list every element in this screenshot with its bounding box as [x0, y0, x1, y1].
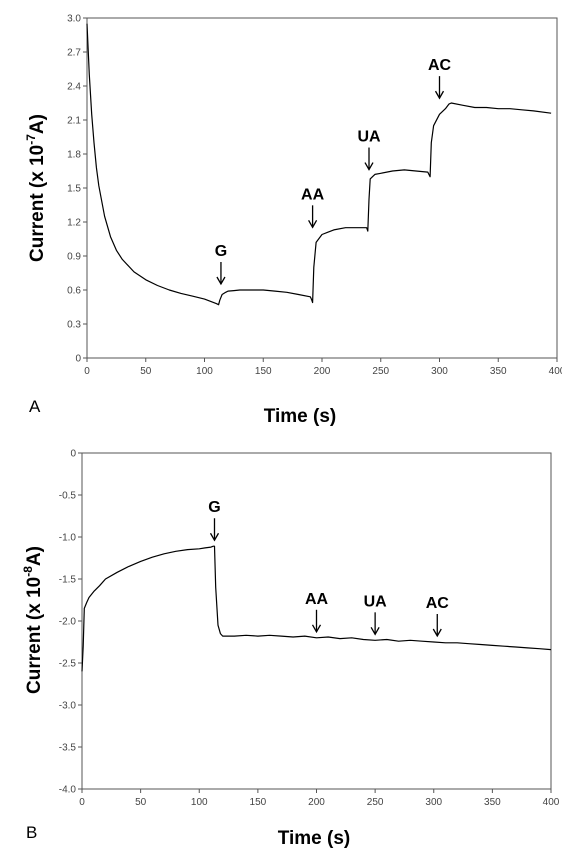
arrow-head-icon: [308, 220, 318, 229]
x-tick-label: 100: [191, 797, 208, 808]
annotation-label: AA: [305, 591, 329, 608]
y-tick-label: -1.0: [59, 533, 77, 544]
x-axis-title-b: Time (s): [278, 828, 351, 849]
annotation-label: AA: [301, 186, 325, 203]
panel-a: 0 0.3 0.6 0.9 1.2 1.5 1.8 2.1 2.4 2.7 3.0 0 50 100 15…: [24, 14, 562, 428]
series-line-b: [81, 545, 552, 672]
y-tick-label: -2.0: [59, 617, 77, 628]
y-tick-label: 2.4: [67, 82, 81, 93]
annotations-b: G AA UA AC: [208, 499, 450, 638]
x-tick-label: 200: [308, 797, 325, 808]
x-tick-label: 300: [431, 366, 448, 377]
x-tick-label: 0: [79, 797, 85, 808]
y-tick-label: 0.6: [67, 286, 81, 297]
arrow-head-icon: [432, 628, 442, 638]
x-tick-label: 300: [425, 797, 442, 808]
annotation-label: UA: [357, 129, 381, 146]
annotation-label: G: [208, 499, 220, 516]
y-tick-label: 1.8: [67, 150, 81, 161]
panel-label-a: A: [29, 397, 41, 416]
x-tick-label: 150: [255, 366, 272, 377]
series-line-a: [86, 23, 552, 306]
panel-label-b: B: [26, 823, 37, 842]
y-tick-label: 2.7: [67, 48, 81, 59]
arrow-head-icon: [311, 624, 322, 634]
panel-b: 0 -0.5 -1.0 -1.5 -2.0 -2.5 -3.0 -3.5 -4.0 0 50 100…: [21, 449, 560, 849]
y-tick-label: 0.9: [67, 252, 81, 263]
y-ticks-b: 0 -0.5 -1.0 -1.5 -2.0 -2.5 -3.0 -3.5 -4.0: [59, 449, 82, 796]
arrow-head-icon: [370, 626, 380, 636]
x-tick-label: 100: [196, 366, 213, 377]
annotation-aa: AA: [301, 186, 325, 229]
x-tick-label: 0: [84, 366, 90, 377]
x-tick-label: 350: [490, 366, 507, 377]
annotation-ua: UA: [364, 593, 388, 636]
y-tick-label: 1.2: [67, 218, 81, 229]
y-tick-label: 3.0: [67, 14, 81, 25]
y-ticks-a: 0 0.3 0.6 0.9 1.2 1.5 1.8 2.1 2.4 2.7 3.0: [67, 14, 87, 365]
x-tick-label: 250: [372, 366, 389, 377]
y-tick-label: -1.5: [59, 575, 77, 586]
x-ticks-a: 0 50 100 150 200 250 300 350 400: [84, 358, 562, 377]
annotation-label: UA: [364, 593, 388, 610]
x-tick-label: 400: [549, 366, 562, 377]
y-tick-label: -3.0: [59, 701, 77, 712]
annotation-g: G: [208, 499, 221, 542]
x-tick-label: 150: [250, 797, 267, 808]
y-axis-title-a: Current (x 10-7A): [24, 114, 48, 262]
y-tick-label: -2.5: [59, 659, 77, 670]
x-axis-title-a: Time (s): [264, 406, 337, 427]
arrow-head-icon: [209, 532, 220, 542]
y-tick-label: -0.5: [59, 491, 77, 502]
x-tick-label: 50: [135, 797, 147, 808]
arrow-head-icon: [434, 90, 445, 100]
x-tick-label: 50: [140, 366, 152, 377]
y-tick-label: 2.1: [67, 116, 81, 127]
y-tick-label: 0: [70, 449, 76, 460]
annotation-label: AC: [428, 57, 452, 74]
x-tick-label: 350: [484, 797, 501, 808]
arrow-head-icon: [364, 162, 374, 171]
annotation-label: G: [215, 243, 227, 260]
x-tick-label: 200: [314, 366, 331, 377]
x-tick-label: 400: [543, 797, 560, 808]
y-axis-title-b: Current (x 10-8A): [21, 546, 45, 694]
annotation-ua: UA: [357, 129, 381, 171]
x-tick-label: 250: [367, 797, 384, 808]
y-tick-label: 1.5: [67, 184, 81, 195]
x-ticks-b: 0 50 100 150 200 250 300 350 400: [79, 789, 560, 808]
annotation-g: G: [215, 243, 227, 286]
arrow-head-icon: [216, 276, 226, 286]
annotation-aa: AA: [305, 591, 329, 634]
annotations-a: G AA UA AC: [215, 57, 452, 286]
y-tick-label: -4.0: [59, 785, 77, 796]
annotation-label: AC: [426, 595, 450, 612]
y-tick-label: -3.5: [59, 743, 77, 754]
annotation-ac: AC: [428, 57, 452, 100]
y-tick-label: 0.3: [67, 320, 81, 331]
annotation-ac: AC: [426, 595, 450, 638]
y-tick-label: 0: [75, 354, 81, 365]
